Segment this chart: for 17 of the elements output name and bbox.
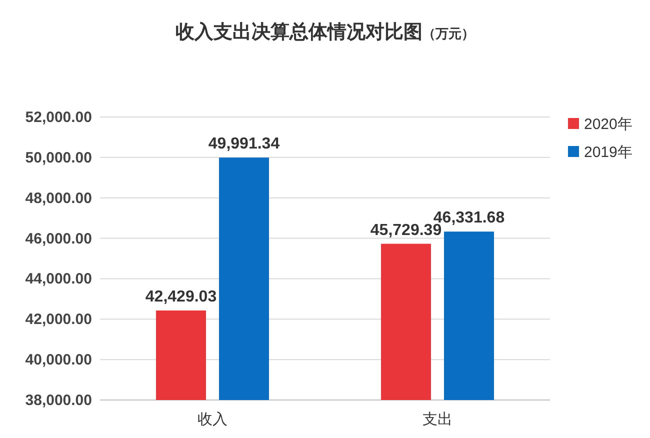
y-tick-label: 50,000.00 [25, 149, 92, 166]
chart-subtitle: （万元） [422, 26, 474, 41]
data-label: 45,729.39 [370, 222, 442, 239]
data-label: 49,991.34 [208, 136, 280, 153]
legend-label: 2020年 [584, 116, 632, 133]
y-tick-label: 46,000.00 [25, 230, 92, 248]
x-tick-label: 收入 [198, 411, 228, 428]
y-tick-label: 40,000.00 [25, 352, 92, 369]
chart-title: 收入支出决算总体情况对比图 [176, 21, 422, 43]
y-tick-label: 48,000.00 [25, 190, 92, 207]
x-tick-label: 支出 [422, 411, 452, 428]
legend-label: 2019年 [584, 144, 632, 161]
y-tick-label: 42,000.00 [25, 311, 92, 328]
y-tick-label: 38,000.00 [25, 392, 92, 409]
data-label: 42,429.03 [145, 288, 217, 306]
y-tick-label: 52,000.00 [25, 109, 92, 126]
y-tick-label: 44,000.00 [25, 270, 92, 288]
